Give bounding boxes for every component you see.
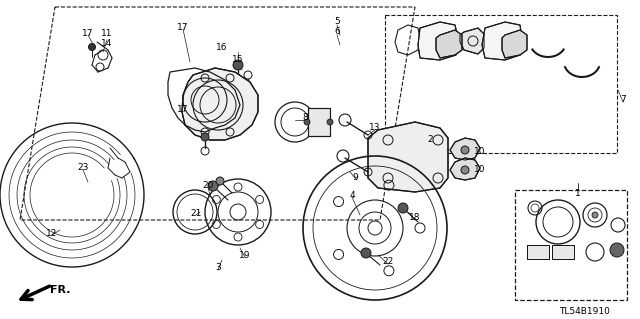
- Bar: [385, 15, 617, 153]
- Bar: [515, 190, 627, 300]
- Circle shape: [201, 133, 209, 141]
- Bar: [527, 245, 549, 259]
- Polygon shape: [450, 158, 480, 180]
- Text: 23: 23: [77, 164, 89, 173]
- Text: 12: 12: [46, 228, 58, 238]
- Polygon shape: [418, 22, 458, 60]
- Text: 14: 14: [101, 39, 113, 48]
- Polygon shape: [182, 68, 258, 140]
- Text: 3: 3: [215, 263, 221, 272]
- Text: 2: 2: [427, 136, 433, 145]
- Text: FR.: FR.: [50, 285, 70, 295]
- Text: 9: 9: [352, 174, 358, 182]
- Circle shape: [304, 119, 310, 125]
- Text: 4: 4: [349, 190, 355, 199]
- Polygon shape: [502, 30, 527, 58]
- Circle shape: [610, 243, 624, 257]
- Circle shape: [461, 166, 469, 174]
- Bar: [527, 245, 549, 259]
- Circle shape: [592, 212, 598, 218]
- Circle shape: [361, 248, 371, 258]
- Text: 17: 17: [83, 28, 93, 38]
- Bar: [308, 108, 330, 136]
- Polygon shape: [482, 22, 522, 60]
- Text: 13: 13: [369, 123, 381, 132]
- Text: 10: 10: [474, 166, 486, 174]
- Text: 18: 18: [409, 213, 420, 222]
- Text: 6: 6: [334, 27, 340, 36]
- Text: 20: 20: [202, 181, 214, 189]
- Text: 15: 15: [232, 56, 244, 64]
- Text: 11: 11: [101, 28, 113, 38]
- Polygon shape: [460, 28, 484, 54]
- Text: 5: 5: [334, 18, 340, 26]
- Circle shape: [88, 43, 95, 50]
- Text: 19: 19: [239, 250, 251, 259]
- Text: 17: 17: [177, 23, 189, 32]
- Text: 16: 16: [216, 43, 228, 53]
- Circle shape: [216, 177, 224, 185]
- Polygon shape: [436, 30, 462, 58]
- Circle shape: [208, 181, 218, 191]
- Circle shape: [327, 119, 333, 125]
- Text: 21: 21: [190, 209, 202, 218]
- Text: 17: 17: [177, 106, 189, 115]
- Bar: [552, 245, 574, 259]
- Text: 10: 10: [474, 147, 486, 157]
- Text: 1: 1: [575, 189, 581, 197]
- Text: 8: 8: [302, 114, 308, 122]
- Bar: [552, 245, 574, 259]
- Text: 7: 7: [620, 95, 626, 105]
- Polygon shape: [450, 138, 480, 160]
- Circle shape: [398, 203, 408, 213]
- Bar: [308, 108, 330, 136]
- Polygon shape: [368, 122, 448, 192]
- Circle shape: [461, 146, 469, 154]
- Circle shape: [233, 60, 243, 70]
- Text: TL54B1910: TL54B1910: [559, 307, 610, 315]
- Text: 22: 22: [382, 257, 394, 266]
